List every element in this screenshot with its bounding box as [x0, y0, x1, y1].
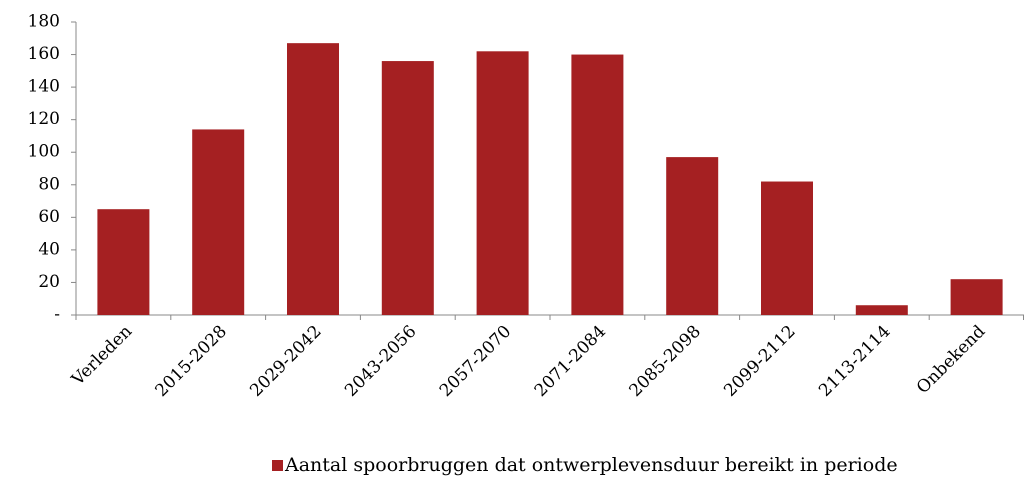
y-tick-label: 80 [38, 174, 60, 194]
x-tick-label: 2057-2070 [436, 322, 515, 401]
bar [287, 43, 339, 316]
y-tick-label: 180 [28, 12, 60, 32]
x-tick-label: 2029-2042 [246, 322, 325, 401]
y-tick-label: 160 [28, 44, 60, 64]
x-tick-label: Verleden [67, 322, 136, 391]
bar [97, 209, 150, 315]
x-tick-label: 2071-2084 [531, 322, 610, 401]
bar [855, 305, 908, 315]
legend-label: Aantal spoorbruggen dat ontwerplevensduu… [284, 454, 898, 476]
legend-swatch [272, 460, 283, 471]
x-tick-label: 2043-2056 [341, 322, 420, 401]
bar [381, 61, 434, 315]
x-tick-label: 2113-2114 [815, 322, 894, 401]
bar [761, 181, 813, 315]
bar [476, 51, 529, 316]
y-tick-label: 60 [38, 207, 60, 227]
x-tick-label: 2099-2112 [720, 322, 799, 401]
bar [192, 129, 245, 315]
y-tick-label: 20 [38, 272, 60, 292]
bar [571, 54, 624, 316]
bar [666, 157, 719, 315]
x-tick-label: 2015-2028 [152, 322, 231, 401]
y-tick-label: 40 [38, 239, 60, 259]
x-tick-label: 2085-2098 [626, 322, 705, 401]
y-tick-label: 120 [28, 109, 60, 129]
y-tick-label: - [54, 305, 60, 325]
x-tick-label: Onbekend [913, 321, 989, 397]
y-tick-label: 140 [28, 77, 60, 97]
y-tick-label: 100 [28, 142, 60, 162]
bar [950, 279, 1003, 315]
